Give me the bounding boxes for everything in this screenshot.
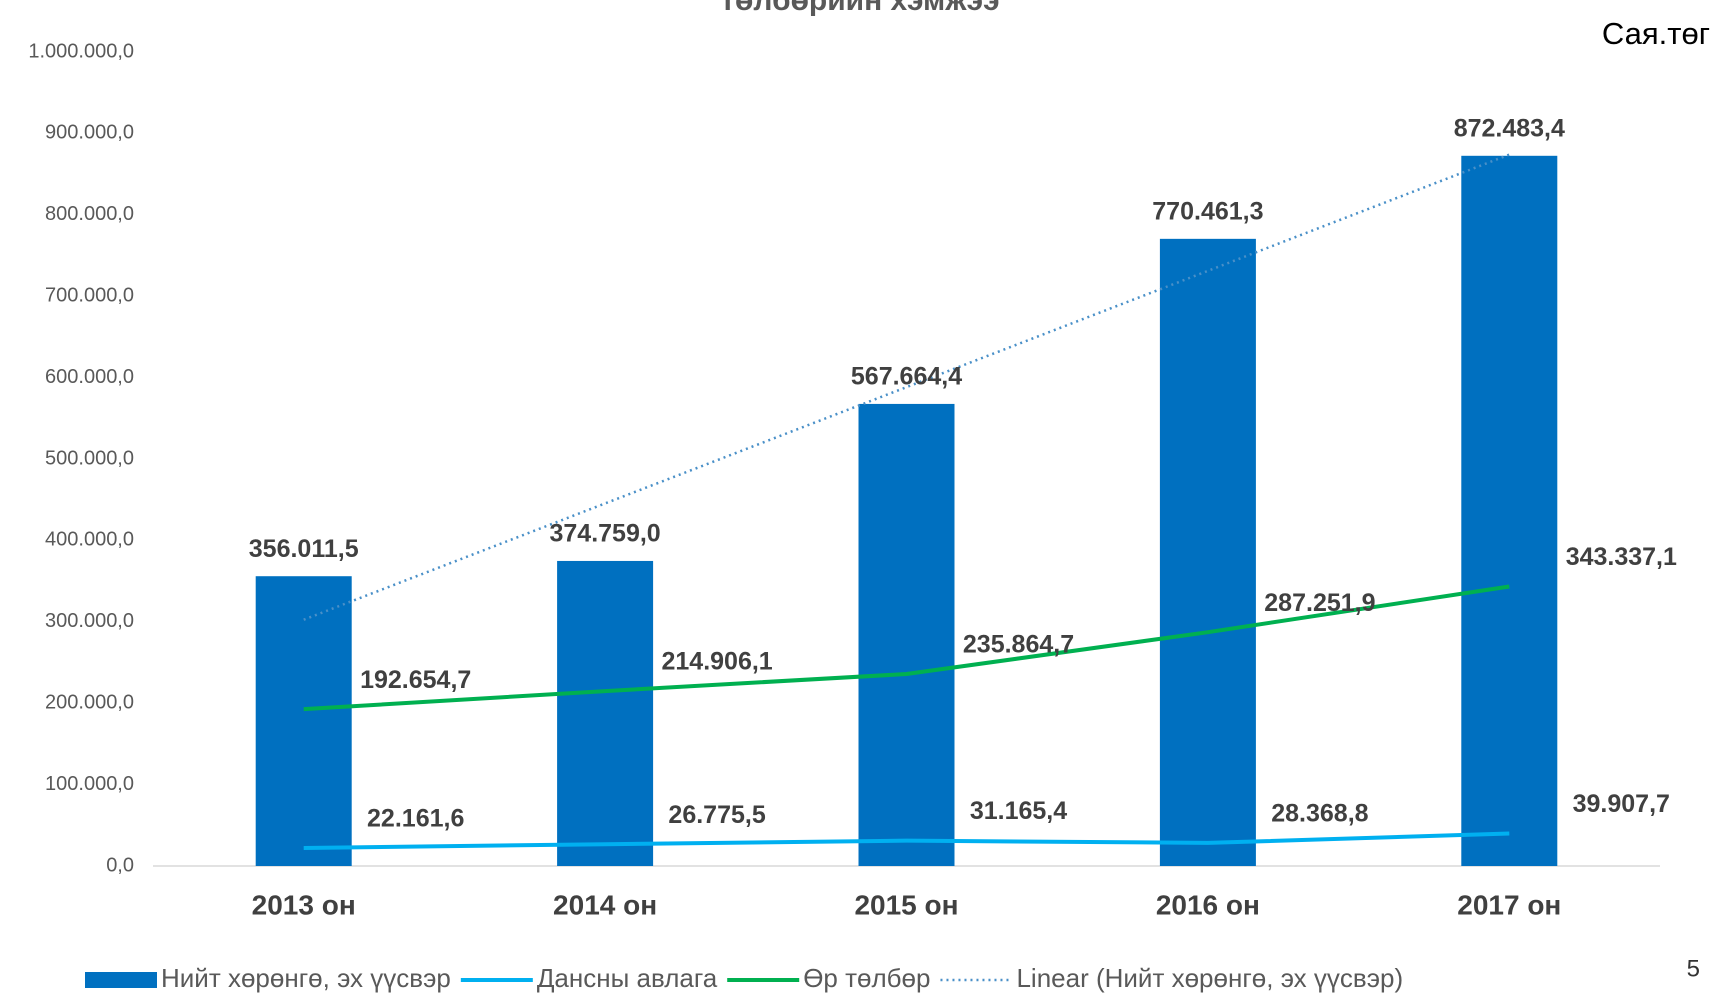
bar	[858, 403, 955, 866]
y-tick-label: 300.000,0	[45, 610, 134, 632]
data-label: 770.461,3	[1152, 197, 1263, 225]
data-label: 39.907,7	[1573, 790, 1670, 818]
chart-title: төлбөрийн хэмжээ	[720, 0, 999, 17]
bar	[255, 576, 352, 866]
legend-label: Дансны авлага	[537, 963, 718, 993]
data-label: 235.864,7	[963, 631, 1074, 659]
data-label: 356.011,5	[249, 535, 359, 563]
bar	[557, 560, 654, 866]
bar	[1159, 238, 1256, 867]
data-label: 22.161,6	[367, 805, 464, 833]
x-tick-label: 2015 он	[854, 889, 958, 920]
data-label: 567.664,4	[851, 363, 962, 391]
legend-label: Өр төлбөр	[803, 963, 930, 993]
legend-swatch	[85, 972, 157, 988]
data-label: 31.165,4	[970, 797, 1067, 825]
unit-label: Сая.төг	[1602, 16, 1710, 51]
y-tick-label: 200.000,0	[45, 691, 134, 713]
page-number: 5	[1687, 955, 1700, 982]
data-label: 28.368,8	[1271, 800, 1368, 828]
y-tick-label: 1.000.000,0	[28, 40, 134, 62]
line	[303, 831, 1510, 850]
y-tick-label: 600.000,0	[45, 366, 134, 388]
legend-label: Нийт хөрөнгө, эх үүсвэр	[161, 963, 451, 993]
line	[303, 584, 1510, 712]
x-tick-label: 2016 он	[1156, 889, 1260, 920]
y-tick-label: 100.000,0	[45, 773, 134, 795]
y-tick-label: 400.000,0	[45, 529, 134, 551]
data-label: 343.337,1	[1566, 543, 1677, 571]
y-tick-label: 0,0	[106, 854, 134, 876]
data-label: 192.654,7	[360, 666, 471, 694]
data-label: 287.251,9	[1264, 589, 1375, 617]
y-tick-label: 700.000,0	[45, 284, 134, 306]
y-tick-label: 500.000,0	[45, 447, 134, 469]
legend-label: Linear (Нийт хөрөнгө, эх үүсвэр)	[1016, 963, 1403, 993]
x-tick-label: 2017 он	[1457, 889, 1561, 920]
bar	[1461, 155, 1558, 866]
data-label: 26.775,5	[668, 801, 765, 829]
data-label: 374.759,0	[549, 520, 660, 548]
y-tick-label: 800.000,0	[45, 203, 134, 225]
x-tick-label: 2013 он	[252, 889, 356, 920]
data-label: 214.906,1	[661, 648, 772, 676]
data-label: 872.483,4	[1454, 114, 1565, 142]
y-tick-label: 900.000,0	[45, 122, 134, 144]
x-tick-label: 2014 он	[553, 889, 657, 920]
